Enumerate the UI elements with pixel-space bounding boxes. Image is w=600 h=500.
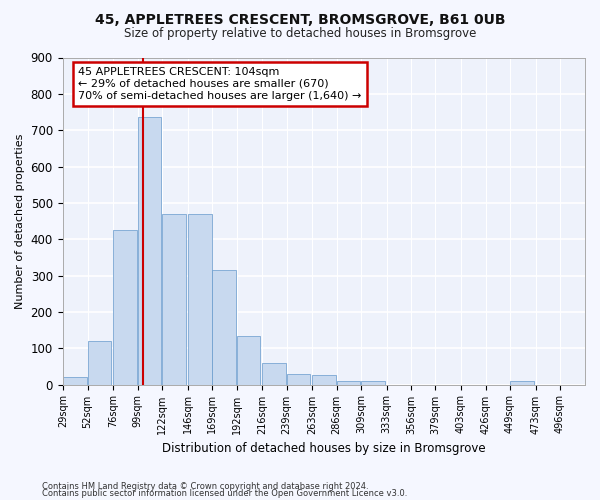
Y-axis label: Number of detached properties: Number of detached properties: [15, 134, 25, 308]
Bar: [188, 214, 212, 384]
Bar: [63, 378, 87, 384]
Bar: [361, 381, 385, 384]
X-axis label: Distribution of detached houses by size in Bromsgrove: Distribution of detached houses by size …: [162, 442, 485, 455]
Text: Size of property relative to detached houses in Bromsgrove: Size of property relative to detached ho…: [124, 28, 476, 40]
Bar: [137, 118, 161, 384]
Bar: [88, 341, 112, 384]
Bar: [212, 270, 236, 384]
Bar: [162, 214, 186, 384]
Text: Contains public sector information licensed under the Open Government Licence v3: Contains public sector information licen…: [42, 489, 407, 498]
Bar: [312, 376, 336, 384]
Bar: [287, 374, 310, 384]
Bar: [337, 381, 361, 384]
Bar: [510, 381, 534, 384]
Text: 45 APPLETREES CRESCENT: 104sqm
← 29% of detached houses are smaller (670)
70% of: 45 APPLETREES CRESCENT: 104sqm ← 29% of …: [78, 68, 362, 100]
Bar: [236, 336, 260, 384]
Text: 45, APPLETREES CRESCENT, BROMSGROVE, B61 0UB: 45, APPLETREES CRESCENT, BROMSGROVE, B61…: [95, 12, 505, 26]
Bar: [262, 363, 286, 384]
Bar: [113, 230, 137, 384]
Text: Contains HM Land Registry data © Crown copyright and database right 2024.: Contains HM Land Registry data © Crown c…: [42, 482, 368, 491]
